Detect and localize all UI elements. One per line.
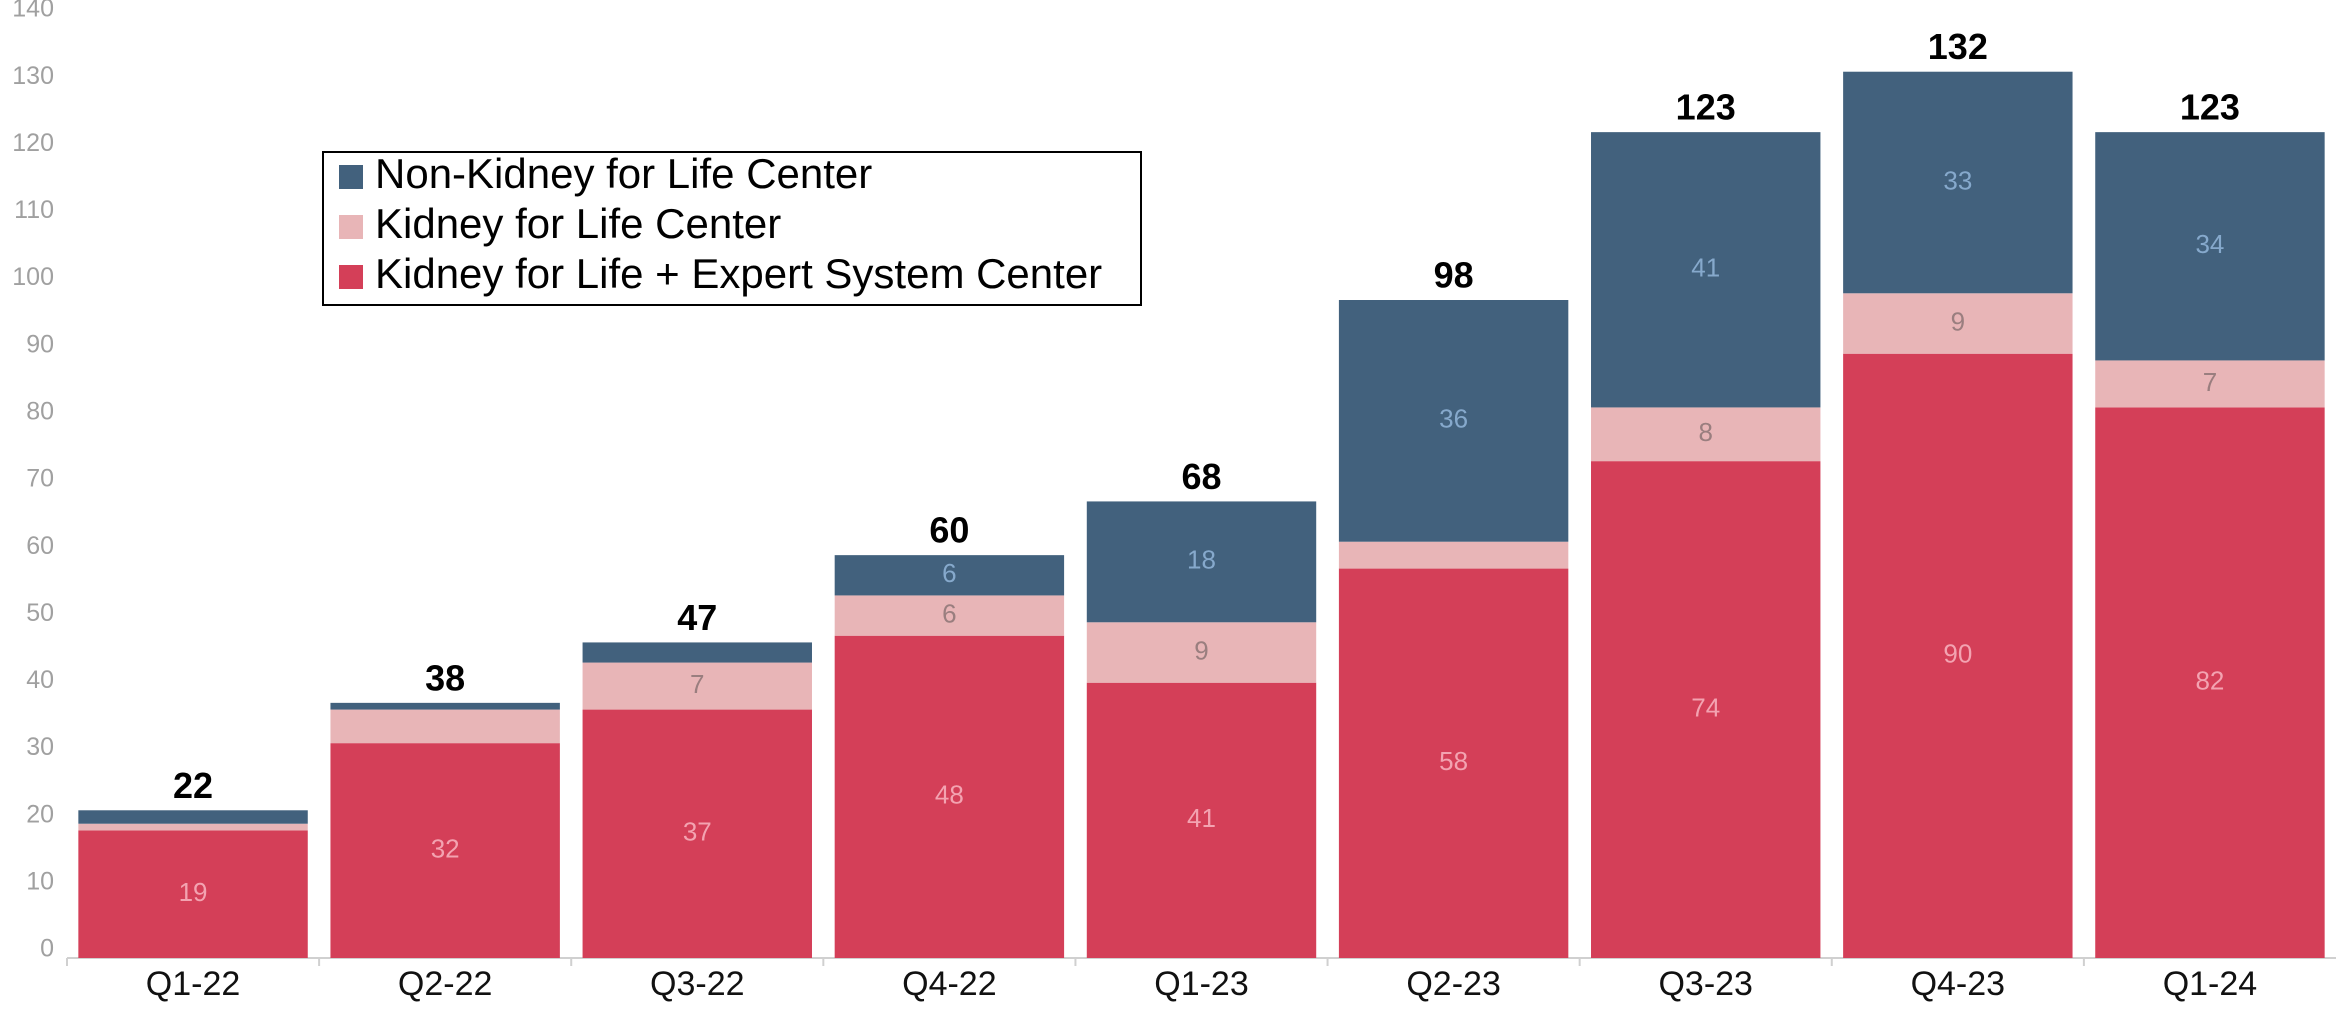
value-label: 90: [1943, 639, 1972, 669]
value-label: 6: [942, 598, 956, 628]
legend-swatch: [339, 215, 363, 239]
y-tick-label: 140: [12, 0, 54, 23]
value-label: 33: [1943, 165, 1972, 195]
y-tick-label: 80: [26, 397, 54, 425]
total-label: 38: [425, 657, 465, 698]
total-label: 123: [1676, 87, 1736, 128]
legend-swatch: [339, 265, 363, 289]
bar-segment: [330, 710, 559, 744]
total-label: 60: [929, 510, 969, 551]
page: 0 10 20 30 40 50 60 70 80 90 100 110 120 130 140 Q1-22 1…: [0, 0, 2336, 1009]
value-label: 74: [1691, 692, 1720, 722]
x-tick-label: Q4-23: [1911, 965, 2006, 1003]
x-tick-label: Q2-22: [398, 965, 493, 1003]
total-label: 132: [1928, 26, 1988, 67]
y-tick-label: 60: [26, 532, 54, 560]
legend-label: Kidney for Life Center: [375, 200, 781, 247]
y-tick-label: 110: [14, 196, 54, 224]
x-tick-label: Q1-24: [2163, 965, 2258, 1003]
value-label: 19: [179, 877, 208, 907]
total-label: 22: [173, 765, 213, 806]
value-label: 41: [1691, 253, 1720, 283]
y-tick-label: 70: [26, 465, 54, 493]
x-tick-label: Q4-22: [902, 965, 997, 1003]
legend-label: Non-Kidney for Life Center: [375, 150, 872, 197]
y-tick-label: 20: [26, 800, 54, 828]
value-label: 7: [690, 669, 704, 699]
value-label: 58: [1439, 746, 1468, 776]
bar-segment: [78, 824, 307, 831]
x-tick-label: Q2-23: [1406, 965, 1501, 1003]
value-label: 7: [2203, 367, 2217, 397]
y-tick-label: 120: [12, 129, 54, 157]
y-tick-label: 90: [26, 330, 54, 358]
legend-swatch: [339, 165, 363, 189]
y-tick-label: 10: [26, 867, 54, 895]
bar-segment: [583, 642, 812, 662]
legend-label: Kidney for Life + Expert System Center: [375, 250, 1102, 297]
value-label: 48: [935, 780, 964, 810]
total-label: 47: [677, 597, 717, 638]
value-label: 9: [1194, 635, 1208, 665]
value-label: 41: [1187, 803, 1216, 833]
chart: 0 10 20 30 40 50 60 70 80 90 100 110 120 130 140 Q1-22 1…: [0, 0, 2336, 1009]
y-tick-label: 40: [26, 666, 54, 694]
y-tick-label: 130: [12, 62, 54, 90]
value-label: 9: [1951, 306, 1965, 336]
bar-segment: [1339, 542, 1568, 569]
bar-segment: [78, 810, 307, 823]
y-tick-label: 30: [26, 733, 54, 761]
value-label: 6: [942, 558, 956, 588]
value-label: 8: [1698, 417, 1712, 447]
x-tick-label: Q3-23: [1658, 965, 1753, 1003]
value-label: 34: [2195, 229, 2224, 259]
total-label: 98: [1434, 255, 1474, 296]
value-label: 37: [683, 817, 712, 847]
total-label: 68: [1181, 456, 1221, 497]
y-tick-label: 100: [12, 263, 54, 291]
value-label: 18: [1187, 545, 1216, 575]
value-label: 82: [2195, 666, 2224, 696]
value-label: 32: [431, 833, 460, 863]
x-tick-label: Q1-22: [146, 965, 241, 1003]
y-tick-label: 50: [26, 599, 54, 627]
bar-segment: [330, 703, 559, 710]
total-label: 123: [2180, 87, 2240, 128]
x-tick-label: Q1-23: [1154, 965, 1249, 1003]
y-tick-label: 0: [40, 935, 54, 963]
x-tick-label: Q3-22: [650, 965, 745, 1003]
value-label: 36: [1439, 404, 1468, 434]
